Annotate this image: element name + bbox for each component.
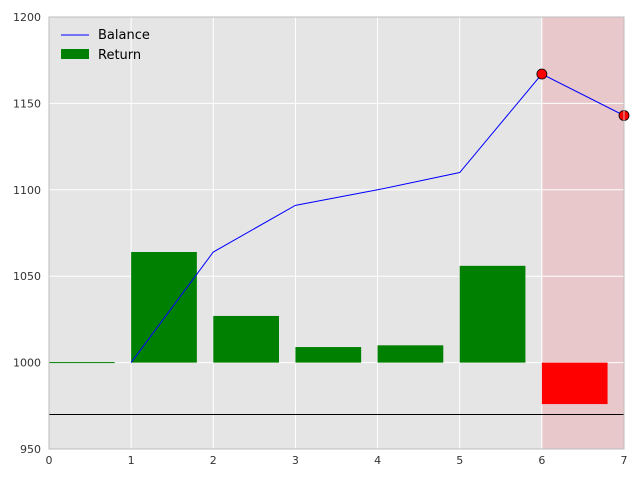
x-tick-label: 3 [292,454,299,467]
legend: Balance Return [61,28,150,63]
y-tick-label: 1150 [13,97,41,110]
return-bar [377,345,444,363]
y-tick-label: 1100 [13,184,41,197]
y-tick-label: 1050 [13,270,41,283]
y-tick-label: 1200 [13,11,41,24]
plot-area [49,17,624,449]
y-tick-label: 950 [20,443,41,456]
return-bar [213,315,279,363]
x-tick-label: 7 [621,454,628,467]
return-bar [295,347,362,363]
legend-bar-swatch [61,49,89,59]
return-bar [49,362,115,364]
legend-label-balance: Balance [98,28,150,43]
plot-background [49,17,624,449]
legend-label-return: Return [98,48,141,63]
y-axis-ticks: 950 1000 1050 1100 1150 1200 [13,11,41,456]
x-tick-label: 2 [210,454,217,467]
return-bar [131,252,197,363]
x-tick-label: 5 [456,454,463,467]
return-bar [459,265,526,363]
return-bar [541,362,608,405]
balance-marker [536,68,548,80]
x-axis-ticks: 0 1 2 3 4 5 6 7 [46,454,628,467]
x-tick-label: 0 [46,454,53,467]
return-bars [49,252,608,405]
x-tick-label: 4 [374,454,381,467]
y-tick-label: 1000 [13,357,41,370]
x-tick-label: 6 [538,454,545,467]
plot-frame [48,16,625,450]
plot-border [48,16,625,450]
x-tick-label: 1 [128,454,135,467]
